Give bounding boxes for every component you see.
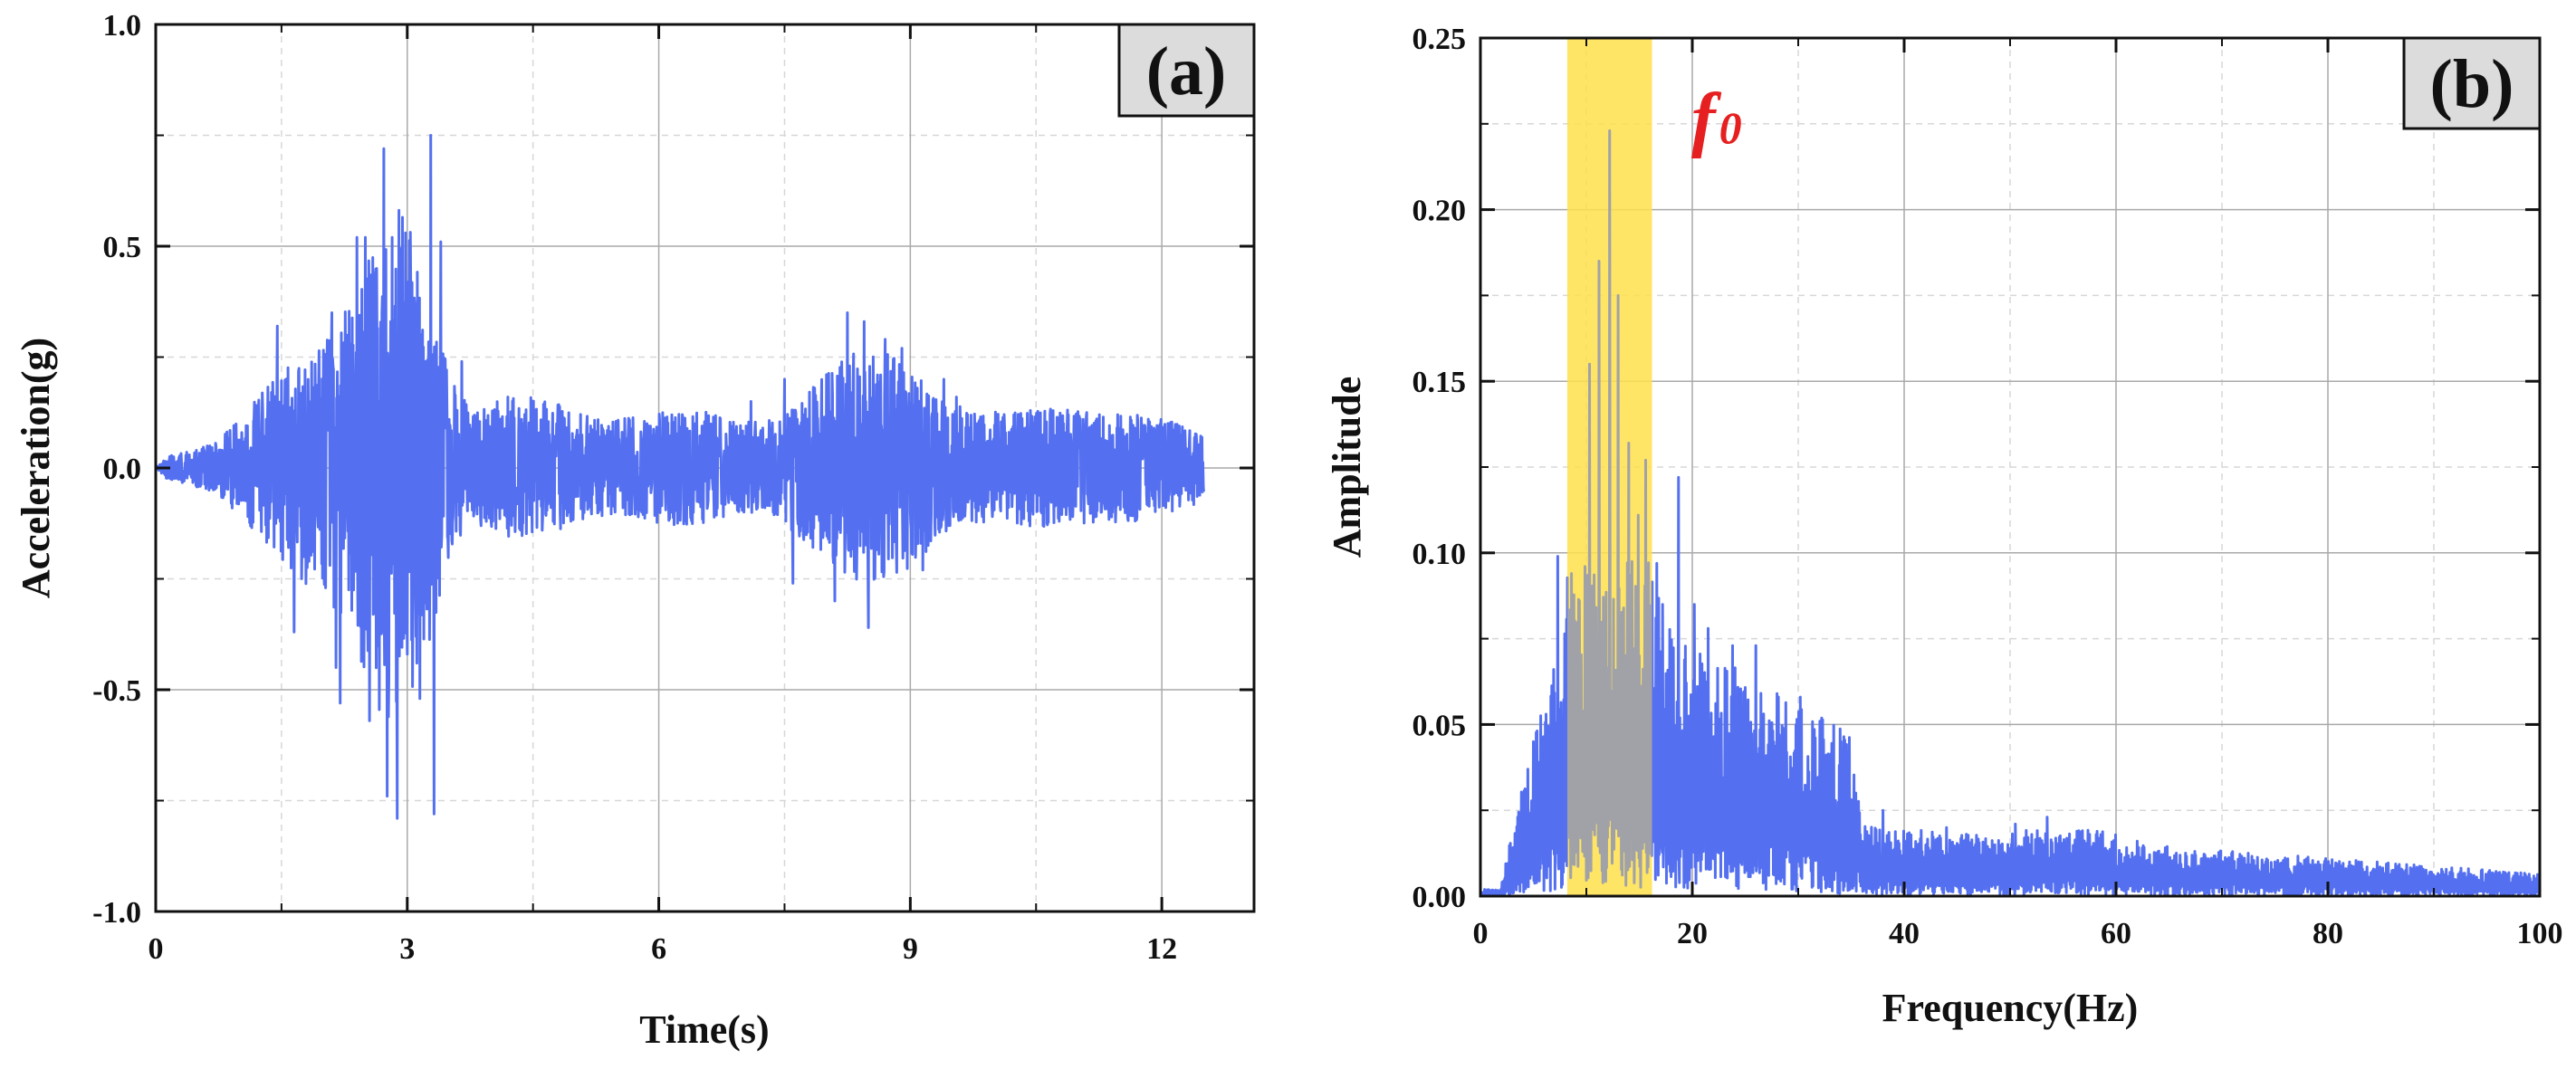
panel-b-ticks: 0 20 40 60 80 100 0.00 0.05 0.10 0.15 0.20 0.25 xyxy=(1412,23,2563,950)
amplitude-spectrum-line xyxy=(1480,129,2540,896)
y-axis-title-amplitude: Amplitude xyxy=(1325,377,1369,558)
panel-b-x-tick-label: 20 xyxy=(1677,917,1708,950)
panel-b-fourier-spectrum: 0 20 40 60 80 100 0.00 0.05 0.10 0.15 0.20 0.25 f0 … xyxy=(1325,23,2563,1030)
panel-b-tag-box: (b) xyxy=(2402,36,2542,130)
panel-a-time-history: 0 3 6 9 12 -1.0 -0.5 0.0 0.5 1.0 (a) Time(s) Acce… xyxy=(14,9,1256,1052)
panel-a-x-tick-label: 3 xyxy=(399,932,415,966)
panel-a-y-tick-label: 0.0 xyxy=(103,453,142,486)
panel-a-tag-box: (a) xyxy=(1117,23,1256,118)
panel-b-y-tick-label: 0.00 xyxy=(1412,881,1467,914)
panel-a-x-tick-label: 9 xyxy=(903,932,918,966)
panel-b-x-tick-label: 80 xyxy=(2313,917,2343,950)
f0-label-f: f xyxy=(1691,80,1722,159)
panel-a-x-tick-label: 0 xyxy=(148,932,164,966)
f0-band-overlay xyxy=(1566,38,1652,896)
panel-a-y-tick-label: -0.5 xyxy=(92,674,141,708)
panel-b-x-tick-label: 100 xyxy=(2517,917,2563,950)
f0-label-subscript: 0 xyxy=(1719,102,1742,153)
panel-b-y-tick-label: 0.10 xyxy=(1412,538,1467,571)
panel-b-y-tick-label: 0.15 xyxy=(1412,366,1467,399)
panel-b-tag: (b) xyxy=(2430,46,2514,122)
panel-a-y-tick-label: -1.0 xyxy=(92,896,141,930)
panel-b-y-tick-label: 0.25 xyxy=(1412,23,1467,56)
panel-b-x-tick-label: 40 xyxy=(1889,917,1920,950)
panel-b-x-tick-label: 60 xyxy=(2101,917,2131,950)
panel-a-y-tick-label: 1.0 xyxy=(103,9,142,43)
panel-b-x-tick-label: 0 xyxy=(1473,917,1489,950)
x-axis-title-time: Time(s) xyxy=(639,1007,769,1052)
panel-a-tag: (a) xyxy=(1146,33,1227,110)
panel-a-x-tick-label: 12 xyxy=(1146,932,1177,966)
panel-b-y-tick-label: 0.20 xyxy=(1412,195,1467,228)
panel-a-y-tick-label: 0.5 xyxy=(103,231,142,264)
acceleration-series-line xyxy=(156,134,1205,820)
panel-a-ticks: 0 3 6 9 12 -1.0 -0.5 0.0 0.5 1.0 xyxy=(92,9,1254,966)
x-axis-title-frequency: Frequency(Hz) xyxy=(1882,986,2139,1030)
y-axis-title-acceleration: Acceleration(g) xyxy=(14,338,58,598)
f0-label: f0 xyxy=(1691,80,1742,159)
panel-a-x-tick-label: 6 xyxy=(651,932,666,966)
panel-b-y-tick-label: 0.05 xyxy=(1412,709,1467,742)
